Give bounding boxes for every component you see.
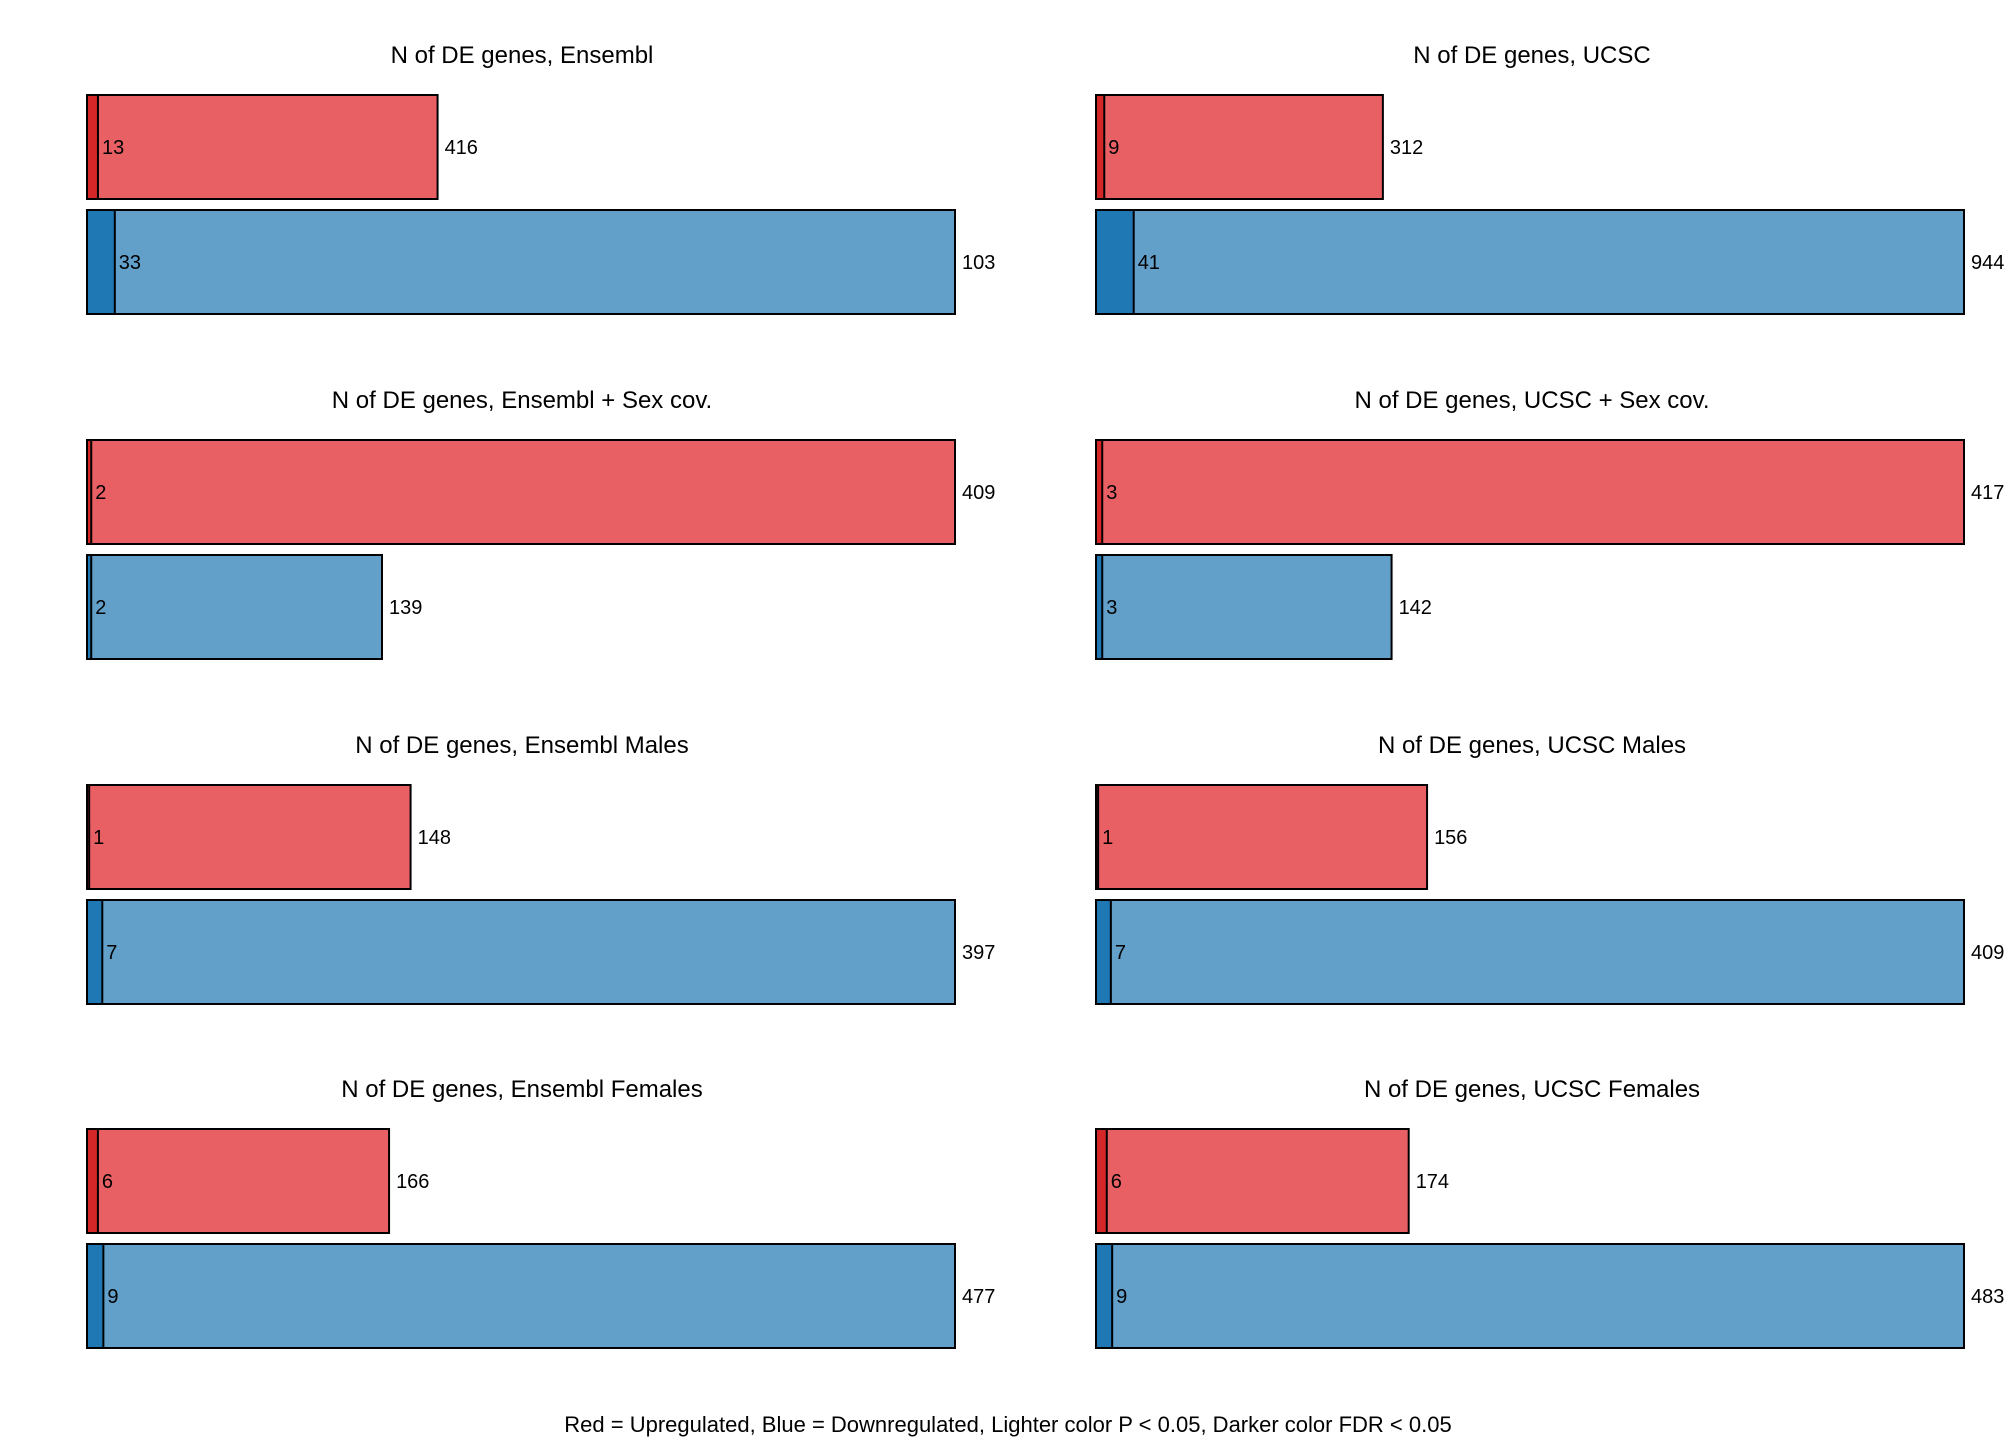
up-fdr-label: 1 xyxy=(93,827,104,849)
up-fdr-label: 6 xyxy=(1111,1171,1122,1193)
down-p-label: 139 xyxy=(389,597,422,619)
up-p-label: 417 xyxy=(1971,482,2004,504)
up-p-label: 148 xyxy=(418,827,451,849)
down-p-label: 483 xyxy=(1971,1286,2004,1308)
down-fdr-label: 41 xyxy=(1138,252,1160,274)
up-p-bar xyxy=(1095,94,1384,200)
panel-title: N of DE genes, Ensembl xyxy=(391,42,654,69)
up-p-label: 166 xyxy=(396,1171,429,1193)
down-p-bar xyxy=(86,554,383,660)
down-p-label: 944 xyxy=(1971,252,2004,274)
down-fdr-label: 9 xyxy=(107,1286,118,1308)
up-fdr-bar xyxy=(86,439,93,545)
down-fdr-label: 3 xyxy=(1106,597,1117,619)
up-p-bar xyxy=(86,784,412,890)
up-fdr-bar xyxy=(1095,439,1104,545)
down-fdr-bar xyxy=(86,1243,105,1349)
down-p-bar xyxy=(86,899,956,1005)
panel-2: N of DE genes, UCSC 9 312 41 944 xyxy=(1095,42,2004,315)
down-p-bar xyxy=(1095,209,1965,315)
up-fdr-label: 13 xyxy=(102,137,124,159)
panel-5: N of DE genes, Ensembl Males 1 148 7 397 xyxy=(86,732,995,1005)
up-p-bar xyxy=(86,94,439,200)
down-p-label: 477 xyxy=(962,1286,995,1308)
up-fdr-bar xyxy=(86,784,91,890)
panel-3: N of DE genes, Ensembl + Sex cov. 2 409 2 13… xyxy=(86,387,995,660)
up-p-bar xyxy=(1095,784,1429,890)
panel-title: N of DE genes, UCSC Males xyxy=(1378,732,1686,759)
panel-title: N of DE genes, UCSC Females xyxy=(1364,1076,1700,1103)
up-p-label: 416 xyxy=(445,137,478,159)
up-fdr-label: 3 xyxy=(1106,482,1117,504)
panel-6: N of DE genes, UCSC Males 1 156 7 409 xyxy=(1095,732,2004,1005)
panel-4: N of DE genes, UCSC + Sex cov. 3 417 3 142 xyxy=(1095,387,2004,660)
up-fdr-bar xyxy=(1095,784,1100,890)
up-fdr-bar xyxy=(1095,94,1106,200)
panel-title: N of DE genes, UCSC + Sex cov. xyxy=(1354,387,1709,414)
down-fdr-label: 9 xyxy=(1116,1286,1127,1308)
up-fdr-bar xyxy=(86,1128,99,1234)
down-fdr-bar xyxy=(1095,554,1104,660)
up-fdr-label: 6 xyxy=(102,1171,113,1193)
down-p-bar xyxy=(1095,554,1393,660)
panel-8: N of DE genes, UCSC Females 6 174 9 483 xyxy=(1095,1076,2004,1349)
up-fdr-bar xyxy=(1095,1128,1108,1234)
figure-caption: Red = Upregulated, Blue = Downregulated,… xyxy=(564,1412,1451,1437)
up-fdr-label: 9 xyxy=(1108,137,1119,159)
up-p-bar xyxy=(1095,439,1965,545)
up-p-label: 312 xyxy=(1390,137,1423,159)
up-p-label: 409 xyxy=(962,482,995,504)
panel-title: N of DE genes, Ensembl Females xyxy=(341,1076,703,1103)
down-fdr-bar xyxy=(86,209,116,315)
down-p-bar xyxy=(1095,1243,1965,1349)
up-fdr-label: 2 xyxy=(95,482,106,504)
down-p-bar xyxy=(86,209,956,315)
down-fdr-label: 7 xyxy=(1115,942,1126,964)
panel-1: N of DE genes, Ensembl 13 416 33 103 xyxy=(86,42,995,315)
down-p-bar xyxy=(1095,899,1965,1005)
down-fdr-label: 33 xyxy=(119,252,141,274)
up-p-label: 156 xyxy=(1434,827,1467,849)
down-fdr-label: 2 xyxy=(95,597,106,619)
up-fdr-bar xyxy=(86,94,99,200)
panel-title: N of DE genes, Ensembl Males xyxy=(355,732,688,759)
panel-7: N of DE genes, Ensembl Females 6 166 9 477 xyxy=(86,1076,995,1349)
down-fdr-bar xyxy=(86,899,104,1005)
down-p-bar xyxy=(86,1243,956,1349)
up-p-label: 174 xyxy=(1416,1171,1449,1193)
down-fdr-bar xyxy=(1095,899,1112,1005)
up-p-bar xyxy=(1095,1128,1410,1234)
panel-title: N of DE genes, UCSC xyxy=(1413,42,1650,69)
down-fdr-label: 7 xyxy=(106,942,117,964)
up-p-bar xyxy=(86,1128,391,1234)
down-fdr-bar xyxy=(86,554,93,660)
down-p-label: 397 xyxy=(962,942,995,964)
down-fdr-bar xyxy=(1095,209,1135,315)
panel-title: N of DE genes, Ensembl + Sex cov. xyxy=(332,387,712,414)
up-fdr-label: 1 xyxy=(1102,827,1113,849)
down-p-label: 409 xyxy=(1971,942,2004,964)
down-p-label: 142 xyxy=(1399,597,1432,619)
down-p-label: 103 xyxy=(962,252,995,274)
up-p-bar xyxy=(86,439,956,545)
down-fdr-bar xyxy=(1095,1243,1114,1349)
